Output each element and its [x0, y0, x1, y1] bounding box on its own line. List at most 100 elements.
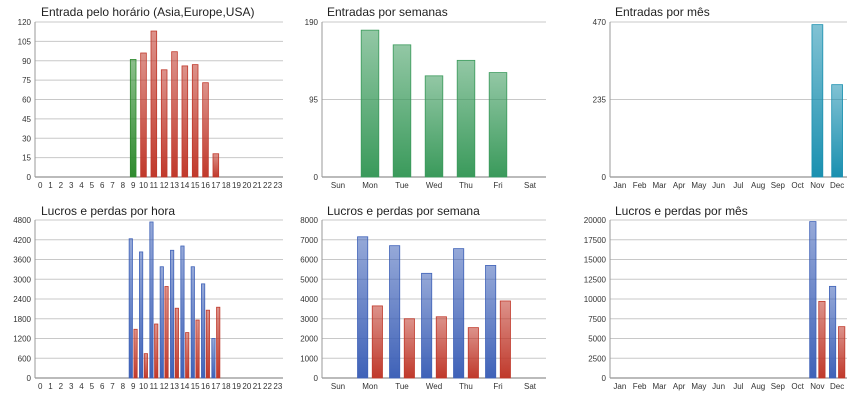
- bar: [195, 319, 200, 379]
- y-tick-label: 120: [18, 18, 32, 27]
- x-tick-label: Sun: [331, 181, 345, 190]
- x-tick-label: 6: [100, 181, 105, 190]
- bar: [212, 153, 220, 178]
- chart-title: Entradas por mês: [615, 5, 710, 19]
- x-tick-label: Sep: [771, 181, 786, 190]
- x-tick-label: Sun: [331, 382, 345, 391]
- x-tick-label: Fri: [493, 181, 503, 190]
- x-tick-label: 1: [48, 181, 53, 190]
- x-tick-label: Feb: [633, 181, 647, 190]
- x-tick-label: 9: [131, 382, 136, 391]
- chart-title: Entrada pelo horário (Asia,Europe,USA): [41, 5, 254, 19]
- y-tick-label: 470: [593, 18, 607, 27]
- bar: [456, 59, 476, 178]
- x-tick-label: Dec: [830, 181, 844, 190]
- y-tick-label: 0: [602, 374, 607, 383]
- x-tick-label: 3: [69, 181, 74, 190]
- bar: [154, 323, 159, 379]
- y-tick-label: 5000: [588, 335, 606, 344]
- x-tick-label: Oct: [791, 181, 804, 190]
- y-tick-label: 0: [27, 173, 32, 182]
- y-tick-label: 45: [22, 115, 31, 124]
- bar: [191, 64, 199, 178]
- chart-panel-1: Entradas por semanas 0 95 190 Sun Mon Tue Wed Th…: [305, 5, 546, 190]
- x-tick-label: 6: [100, 382, 105, 391]
- y-tick-label: 6000: [300, 256, 318, 265]
- y-tick-label: 3600: [13, 256, 31, 265]
- y-tick-label: 90: [22, 57, 31, 66]
- x-tick-label: Nov: [810, 382, 824, 391]
- y-tick-label: 0: [602, 173, 607, 182]
- x-tick-label: 5: [90, 382, 95, 391]
- y-tick-label: 7000: [300, 236, 318, 245]
- x-tick-label: Sat: [524, 181, 537, 190]
- x-tick-label: 10: [139, 181, 148, 190]
- y-tick-label: 30: [22, 134, 31, 143]
- bar: [170, 249, 175, 379]
- y-tick-label: 3000: [300, 315, 318, 324]
- x-tick-label: 3: [69, 382, 74, 391]
- x-tick-label: 21: [253, 181, 262, 190]
- bar: [164, 286, 169, 379]
- bar: [133, 328, 138, 379]
- x-tick-label: 15: [191, 382, 200, 391]
- bar: [818, 300, 826, 379]
- bar: [403, 318, 415, 379]
- x-tick-label: Dec: [830, 382, 844, 391]
- x-tick-label: Tue: [395, 382, 409, 391]
- y-tick-label: 17500: [584, 236, 607, 245]
- x-tick-label: 17: [211, 181, 220, 190]
- bar: [149, 221, 154, 379]
- y-tick-label: 2500: [588, 354, 606, 363]
- x-tick-label: 20: [242, 382, 251, 391]
- y-tick-label: 95: [309, 96, 318, 105]
- x-tick-label: 5: [90, 181, 95, 190]
- bar: [453, 248, 465, 379]
- bar: [211, 338, 216, 379]
- x-tick-label: Mon: [362, 181, 378, 190]
- x-tick-label: 10: [139, 382, 148, 391]
- y-tick-label: 2400: [13, 295, 31, 304]
- bar: [389, 245, 401, 379]
- bar: [488, 72, 508, 178]
- bar: [160, 69, 168, 178]
- x-tick-label: Sat: [524, 382, 537, 391]
- bar: [216, 306, 221, 379]
- bar: [201, 283, 206, 379]
- x-tick-label: 2: [59, 382, 64, 391]
- x-tick-label: Fri: [493, 382, 503, 391]
- x-tick-label: Jun: [712, 382, 725, 391]
- bar: [174, 307, 179, 379]
- x-tick-label: 23: [273, 382, 282, 391]
- x-tick-label: 20: [242, 181, 251, 190]
- chart-panel-0: Entrada pelo horário (Asia,Europe,USA)01…: [18, 5, 283, 190]
- chart-panel-4: Lucros e perdas por semana 0 1000 2000 3000 4…: [300, 204, 546, 391]
- chart-title: Lucros e perdas por hora: [41, 204, 175, 218]
- bar: [392, 44, 412, 178]
- x-tick-label: 17: [211, 382, 220, 391]
- chart-title: Lucros e perdas por semana: [327, 204, 480, 218]
- x-tick-label: 11: [150, 181, 159, 190]
- bar: [421, 272, 433, 379]
- chart-panel-5: Lucros e perdas por mês 0 2500 5000 7500 1000…: [584, 204, 847, 391]
- x-tick-label: 19: [232, 382, 241, 391]
- bar: [435, 316, 447, 379]
- bar: [811, 24, 824, 178]
- x-tick-label: 23: [273, 181, 282, 190]
- x-tick-label: 18: [222, 181, 231, 190]
- x-tick-label: 12: [160, 181, 169, 190]
- x-tick-label: Oct: [791, 382, 804, 391]
- bar: [371, 305, 383, 379]
- bar: [150, 30, 158, 178]
- x-tick-label: 11: [150, 382, 159, 391]
- y-tick-label: 7500: [588, 315, 606, 324]
- x-tick-label: Mar: [652, 181, 666, 190]
- y-tick-label: 0: [314, 374, 319, 383]
- y-tick-label: 105: [18, 37, 32, 46]
- y-tick-label: 12500: [584, 275, 607, 284]
- x-tick-label: Thu: [459, 181, 473, 190]
- x-tick-label: 22: [263, 181, 272, 190]
- x-tick-label: Sep: [771, 382, 786, 391]
- x-tick-label: 0: [38, 181, 43, 190]
- x-tick-label: Tue: [395, 181, 409, 190]
